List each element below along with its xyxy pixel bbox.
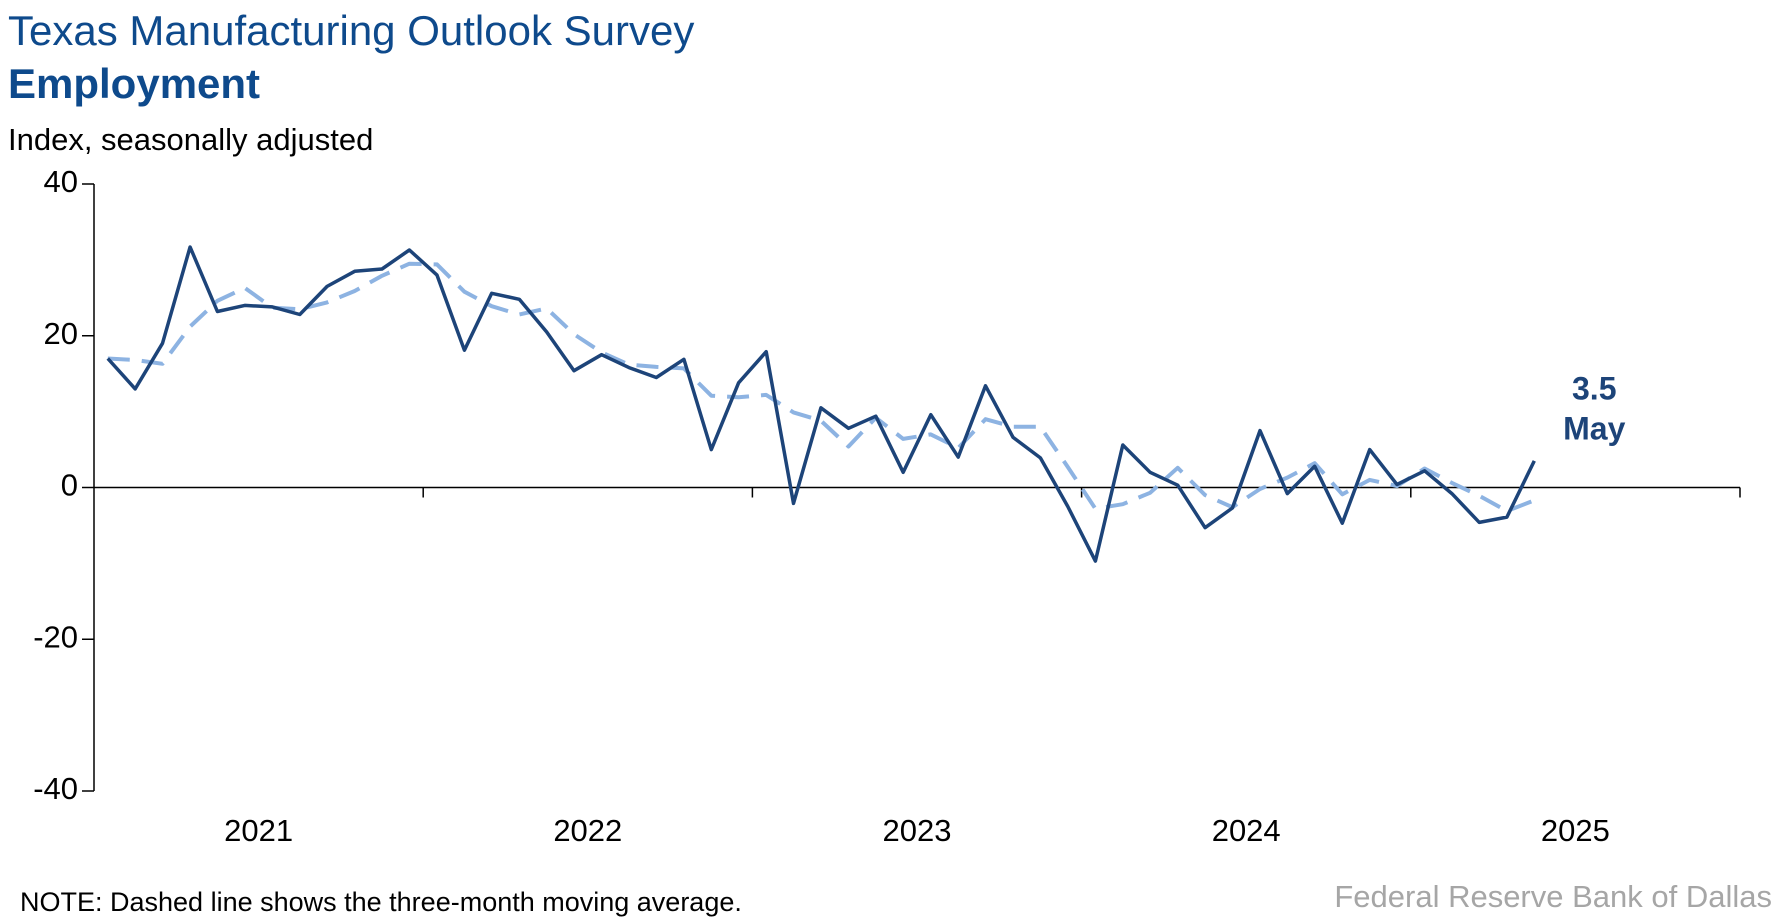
y-tick-label: 40 bbox=[44, 164, 78, 199]
annotation-value: 3.5 bbox=[1572, 370, 1616, 406]
y-tick-label: -40 bbox=[33, 771, 78, 806]
chart-title: Texas Manufacturing Outlook Survey bbox=[8, 7, 694, 54]
chart-subtitle: Employment bbox=[8, 60, 260, 107]
x-tick-label: 2021 bbox=[224, 813, 293, 848]
x-tick-label: 2024 bbox=[1212, 813, 1281, 848]
y-tick-label: -20 bbox=[33, 619, 78, 654]
moving-average-line bbox=[107, 261, 1536, 513]
y-tick-label: 20 bbox=[44, 316, 78, 351]
annotation-month: May bbox=[1563, 410, 1625, 446]
y-tick-label: 0 bbox=[61, 468, 78, 503]
x-tick-label: 2022 bbox=[553, 813, 622, 848]
y-axis-label: Index, seasonally adjusted bbox=[8, 122, 373, 157]
x-tick-label: 2025 bbox=[1541, 813, 1610, 848]
source: Federal Reserve Bank of Dallas bbox=[1334, 879, 1772, 914]
series-line bbox=[106, 245, 1536, 563]
x-tick-label: 2023 bbox=[883, 813, 952, 848]
note: NOTE: Dashed line shows the three-month … bbox=[20, 887, 742, 917]
